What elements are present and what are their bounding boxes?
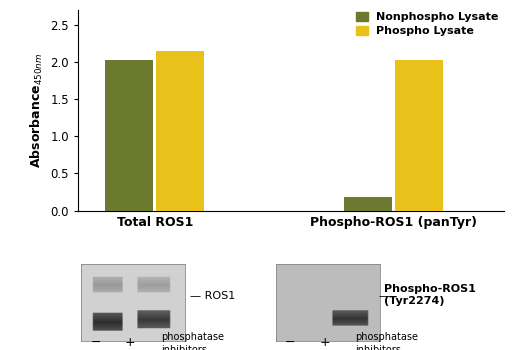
Y-axis label: Absorbance$_{450nm}$: Absorbance$_{450nm}$ <box>29 53 45 168</box>
Text: —: — <box>379 291 389 301</box>
Bar <box>157 51 204 210</box>
Text: +: + <box>319 336 330 349</box>
Bar <box>344 197 392 210</box>
Text: −: − <box>91 336 101 349</box>
Bar <box>395 60 443 210</box>
Text: (Tyr2274): (Tyr2274) <box>384 296 444 306</box>
Text: phosphatase
inhibitors: phosphatase inhibitors <box>161 332 224 350</box>
Text: phosphatase
inhibitors: phosphatase inhibitors <box>355 332 418 350</box>
Text: Phospho-ROS1: Phospho-ROS1 <box>384 284 476 294</box>
Text: — ROS1: — ROS1 <box>190 291 235 301</box>
Text: +: + <box>125 336 135 349</box>
Legend: Nonphospho Lysate, Phospho Lysate: Nonphospho Lysate, Phospho Lysate <box>357 12 499 36</box>
Text: −: − <box>285 336 295 349</box>
Bar <box>105 60 153 210</box>
